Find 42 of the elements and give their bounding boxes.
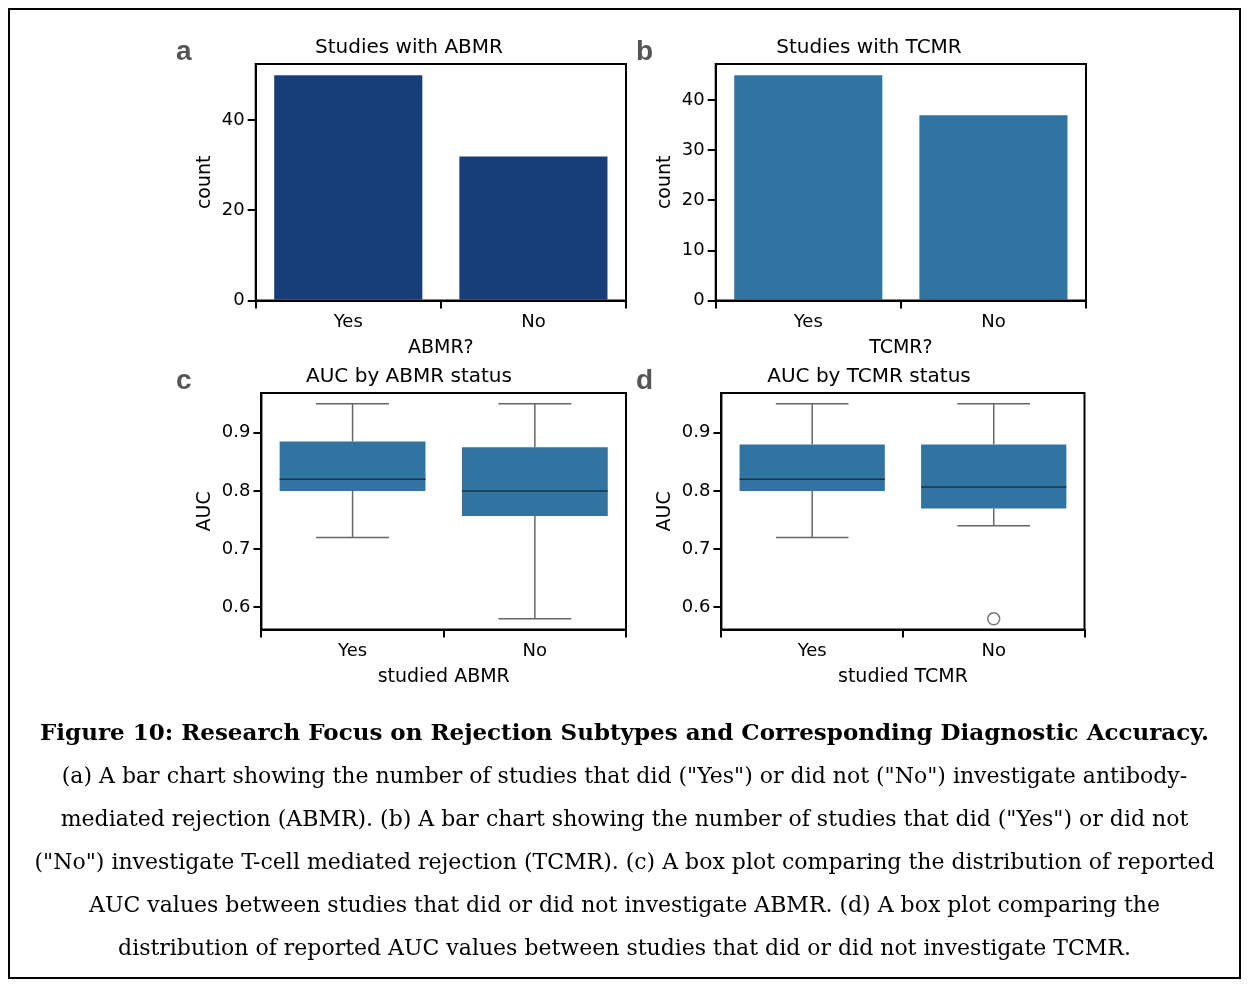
y-tick-label: 0.7	[221, 536, 251, 558]
text: Figure 10: Research Focus on Rejection Subtypes and Corresponding Diagnostic Accuracy.	[40, 718, 1209, 745]
x-axis-title: TCMR?	[868, 334, 933, 357]
text: d	[636, 363, 654, 395]
x-tick-label: Yes	[337, 639, 368, 661]
x-tick-label: Yes	[792, 310, 823, 332]
x-tick-label: No	[522, 639, 548, 661]
y-tick-label: 0.6	[681, 594, 711, 616]
y-tick-label: 0.7	[681, 536, 711, 558]
y-axis-title: count	[652, 155, 675, 210]
y-tick-label: 0.9	[221, 420, 251, 442]
text: b	[636, 34, 654, 66]
y-tick-label: 0.9	[681, 420, 711, 442]
text: (a) A bar chart showing the number of studies that did ("Yes") or did not ("No") investigate antibody-mediated rejection (ABMR). (b) A bar chart showing the number of studies that did ("Yes") or did not ("No") investigate T-cell mediated rejection (TCMR). (c) A box plot comparing the distribution of reported AUC values between studies that did or did not investigate ABMR. (d) A box plot comparing the distribution of reported AUC values between studies that did or did not investigate TCMR.	[34, 763, 1215, 960]
chart-title: Studies with ABMR	[315, 34, 504, 59]
x-tick-label: No	[981, 639, 1006, 661]
x-tick-label: Yes	[332, 310, 363, 332]
chart-title: AUC by ABMR status	[306, 363, 512, 388]
x-tick-label: No	[521, 310, 546, 332]
y-tick-label: 20	[221, 198, 245, 220]
y-axis-title: AUC	[192, 491, 215, 532]
x-tick-label: Yes	[796, 639, 827, 661]
text: c	[176, 363, 192, 395]
y-tick-label: 0.8	[681, 478, 711, 500]
y-tick-label: 0.6	[221, 594, 251, 616]
y-tick-label: 0.8	[221, 478, 251, 500]
y-tick-label: 20	[681, 188, 705, 210]
y-tick-label: 40	[221, 108, 245, 130]
x-tick-label: No	[981, 310, 1006, 332]
y-tick-label: 30	[681, 138, 705, 160]
x-axis-title: studied ABMR	[377, 663, 510, 686]
x-axis-title: ABMR?	[407, 334, 474, 357]
chart-title: AUC by TCMR status	[767, 363, 971, 388]
y-tick-label: 10	[681, 238, 705, 260]
y-tick-label: 0	[693, 288, 705, 310]
x-axis-title: studied TCMR	[838, 663, 968, 686]
chart-title: Studies with TCMR	[776, 34, 962, 59]
y-tick-label: 40	[681, 87, 705, 109]
y-axis-title: count	[192, 155, 215, 210]
text: a	[176, 34, 192, 66]
y-axis-title: AUC	[652, 491, 675, 532]
y-tick-label: 0	[233, 288, 245, 310]
